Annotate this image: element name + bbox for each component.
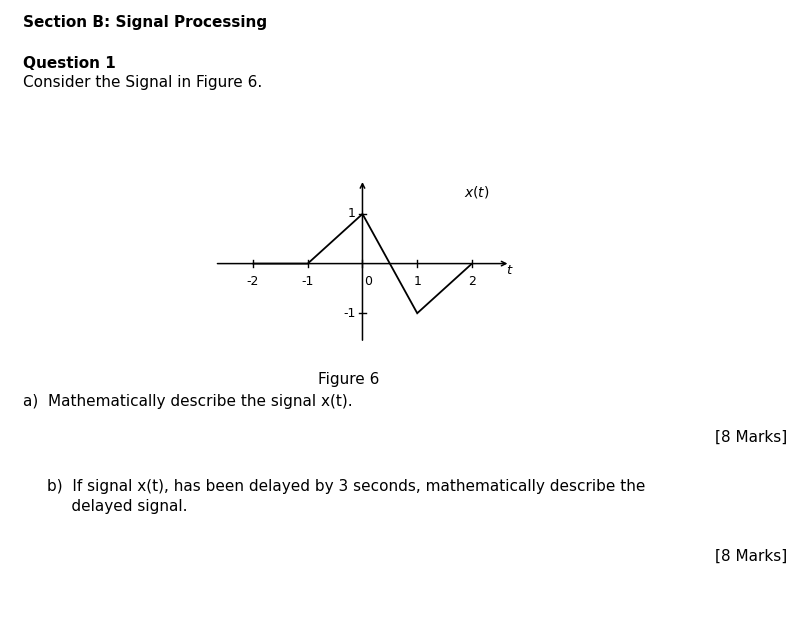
- Text: [8 Marks]: [8 Marks]: [715, 549, 787, 564]
- Text: $t$: $t$: [506, 263, 514, 276]
- Text: b)  If signal x(t), has been delayed by 3 seconds, mathematically describe the: b) If signal x(t), has been delayed by 3…: [47, 479, 646, 494]
- Text: $x(t)$: $x(t)$: [464, 184, 489, 200]
- Text: Question 1: Question 1: [23, 56, 116, 70]
- Text: 1: 1: [347, 208, 356, 221]
- Text: Section B: Signal Processing: Section B: Signal Processing: [23, 15, 266, 30]
- Text: [8 Marks]: [8 Marks]: [715, 430, 787, 444]
- Text: a)  Mathematically describe the signal x(t).: a) Mathematically describe the signal x(…: [23, 394, 352, 409]
- Text: -1: -1: [343, 307, 356, 320]
- Text: 1: 1: [413, 274, 421, 287]
- Text: -1: -1: [301, 274, 314, 287]
- Text: -2: -2: [247, 274, 259, 287]
- Text: delayed signal.: delayed signal.: [47, 499, 187, 514]
- Text: Consider the Signal in Figure 6.: Consider the Signal in Figure 6.: [23, 75, 262, 90]
- Text: 0: 0: [364, 274, 372, 287]
- Text: Figure 6: Figure 6: [318, 372, 379, 387]
- Text: 2: 2: [468, 274, 476, 287]
